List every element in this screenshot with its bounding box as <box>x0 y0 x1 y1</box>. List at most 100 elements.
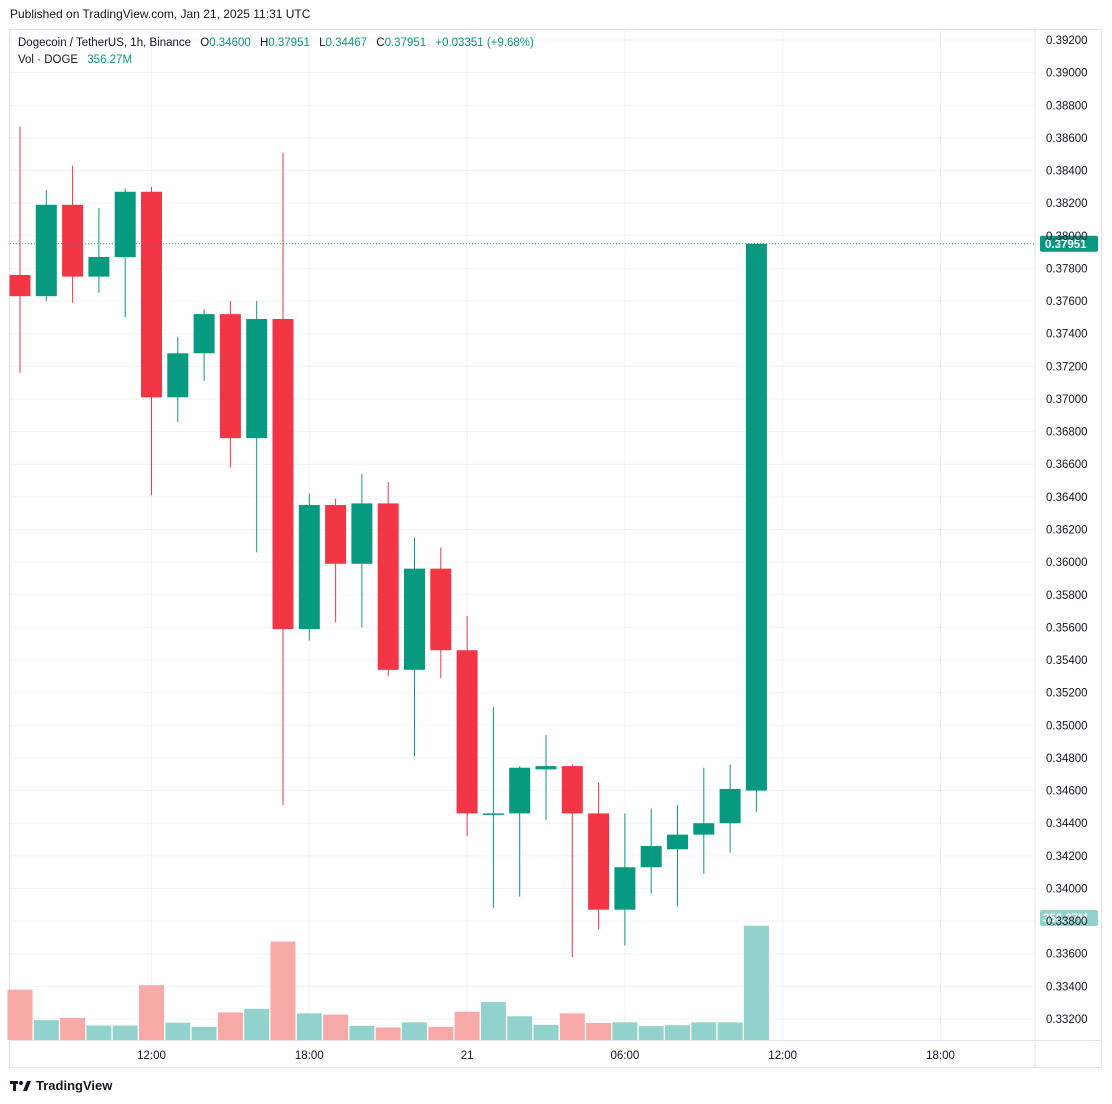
candle-body <box>693 823 715 835</box>
candle-body <box>114 191 136 258</box>
volume-bar <box>638 1026 664 1040</box>
volume-bar <box>86 1025 112 1040</box>
candle-body <box>667 834 688 850</box>
low-label: L <box>319 37 326 49</box>
y-tick-label: 0.33200 <box>1046 1014 1088 1026</box>
volume-bar <box>349 1025 375 1040</box>
candle-body <box>9 274 31 297</box>
y-tick-label: 0.38400 <box>1046 166 1088 178</box>
y-tick-label: 0.37600 <box>1046 296 1088 308</box>
candle-body <box>535 766 557 770</box>
open-label: O <box>200 37 210 49</box>
open-value: 0.34600 <box>209 37 251 49</box>
y-tick-label: 0.35200 <box>1046 688 1088 700</box>
candle-body <box>745 243 767 791</box>
y-tick-label: 0.33400 <box>1046 981 1088 993</box>
volume-bar <box>112 1025 138 1040</box>
y-tick-label: 0.36000 <box>1046 557 1088 569</box>
tradingview-logo[interactable]: TradingView <box>10 1078 112 1093</box>
tradingview-logo-icon <box>10 1080 31 1091</box>
last-volume-label: 356.27M <box>1043 913 1088 925</box>
volume-bar <box>33 1020 59 1040</box>
volume-bar <box>717 1022 743 1040</box>
chart-legend: Dogecoin / TetherUS, 1h, Binance O0.3460… <box>18 35 534 69</box>
volume-bar <box>7 989 33 1040</box>
y-tick-label: 0.33800 <box>1046 916 1088 928</box>
volume-bar <box>533 1024 559 1040</box>
y-tick-label: 0.39200 <box>1046 35 1088 47</box>
candle-body <box>167 353 189 398</box>
low-value: 0.34467 <box>325 37 368 49</box>
candle-body <box>614 867 636 910</box>
y-tick-label: 0.34600 <box>1046 786 1088 798</box>
high-value: 0.37951 <box>268 37 310 49</box>
last-price-label: 0.37951 <box>1045 239 1087 251</box>
volume-label: Vol · DOGE <box>18 54 79 66</box>
y-tick-label: 0.35400 <box>1046 655 1088 667</box>
y-tick-label: 0.35600 <box>1046 622 1088 634</box>
x-tick-label: 12:00 <box>768 1050 797 1062</box>
y-tick-label: 0.35000 <box>1046 720 1088 732</box>
x-tick-label: 21 <box>461 1050 474 1062</box>
volume-bar <box>165 1022 191 1040</box>
x-tick-label: 18:00 <box>926 1050 955 1062</box>
candle-body <box>404 568 425 670</box>
volume-bar <box>428 1026 454 1040</box>
candle-body <box>561 766 583 814</box>
volume-bar <box>480 1002 506 1040</box>
last-volume-badge <box>1040 910 1098 926</box>
time-axis: 12:00 18:00 21 06:00 12:00 18:00 <box>10 1040 1102 1062</box>
candle-body <box>62 204 84 277</box>
candle-body <box>719 788 741 824</box>
y-tick-label: 0.38000 <box>1046 231 1088 243</box>
y-tick-label: 0.39000 <box>1046 68 1088 80</box>
candle-body <box>193 314 215 354</box>
close-label: C <box>376 37 385 49</box>
y-tick-label: 0.37400 <box>1046 329 1088 341</box>
candle-body <box>351 503 373 564</box>
volume-bar <box>139 985 164 1040</box>
volume-bar <box>402 1022 427 1040</box>
close-value: 0.37951 <box>384 37 427 49</box>
y-tick-label: 0.38800 <box>1046 100 1088 112</box>
high-label: H <box>259 37 269 49</box>
x-tick-label: 12:00 <box>137 1050 166 1062</box>
y-tick-label: 0.38200 <box>1046 198 1088 210</box>
volume-value: 356.27M <box>87 54 133 66</box>
candle-body <box>141 191 162 398</box>
volume-bar <box>586 1022 612 1040</box>
candle-body <box>640 846 662 868</box>
candle-body <box>482 813 504 815</box>
candle-body <box>35 204 57 297</box>
y-tick-label: 0.36400 <box>1046 492 1088 504</box>
y-tick-label: 0.34000 <box>1046 883 1088 895</box>
volume-bar <box>454 1011 480 1040</box>
x-tick-label: 18:00 <box>295 1050 324 1062</box>
volume-legend-row: Vol · DOGE 356.27M <box>18 52 534 69</box>
y-tick-label: 0.37800 <box>1046 263 1088 275</box>
y-tick-label: 0.35800 <box>1046 590 1088 602</box>
price-candles <box>9 126 767 957</box>
y-tick-label: 0.34200 <box>1046 851 1088 863</box>
chart-frame <box>9 29 1102 1068</box>
y-tick-label: 0.37200 <box>1046 361 1088 373</box>
y-tick-label: 0.34400 <box>1046 818 1088 830</box>
volume-bar <box>559 1013 585 1040</box>
candle-body <box>219 314 241 439</box>
price-axis: 0.39200 0.39000 0.38800 0.38600 0.38400 0.382… <box>1034 30 1088 1068</box>
brand-name: TradingView <box>36 1078 113 1093</box>
volume-bar <box>665 1025 690 1040</box>
volume-bars <box>7 925 769 1040</box>
volume-bar <box>507 1016 533 1040</box>
volume-bar <box>323 1014 349 1040</box>
volume-bar <box>60 1017 86 1040</box>
candle-body <box>588 813 610 910</box>
published-note: Published on TradingView.com, Jan 21, 20… <box>10 7 311 21</box>
y-tick-label: 0.34800 <box>1046 753 1088 765</box>
change-value: +0.03351 (+9.68%) <box>435 37 534 49</box>
y-tick-label: 0.36200 <box>1046 525 1088 537</box>
x-tick-label: 06:00 <box>611 1050 640 1062</box>
grid-lines <box>10 30 1034 1040</box>
y-tick-label: 0.36800 <box>1046 427 1088 439</box>
